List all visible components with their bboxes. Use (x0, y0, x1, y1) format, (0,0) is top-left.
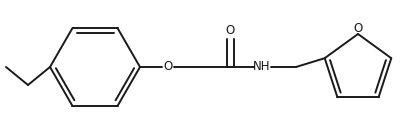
Text: NH: NH (253, 61, 271, 74)
Text: O: O (163, 61, 173, 74)
Text: O: O (353, 22, 363, 36)
Text: O: O (225, 24, 234, 36)
